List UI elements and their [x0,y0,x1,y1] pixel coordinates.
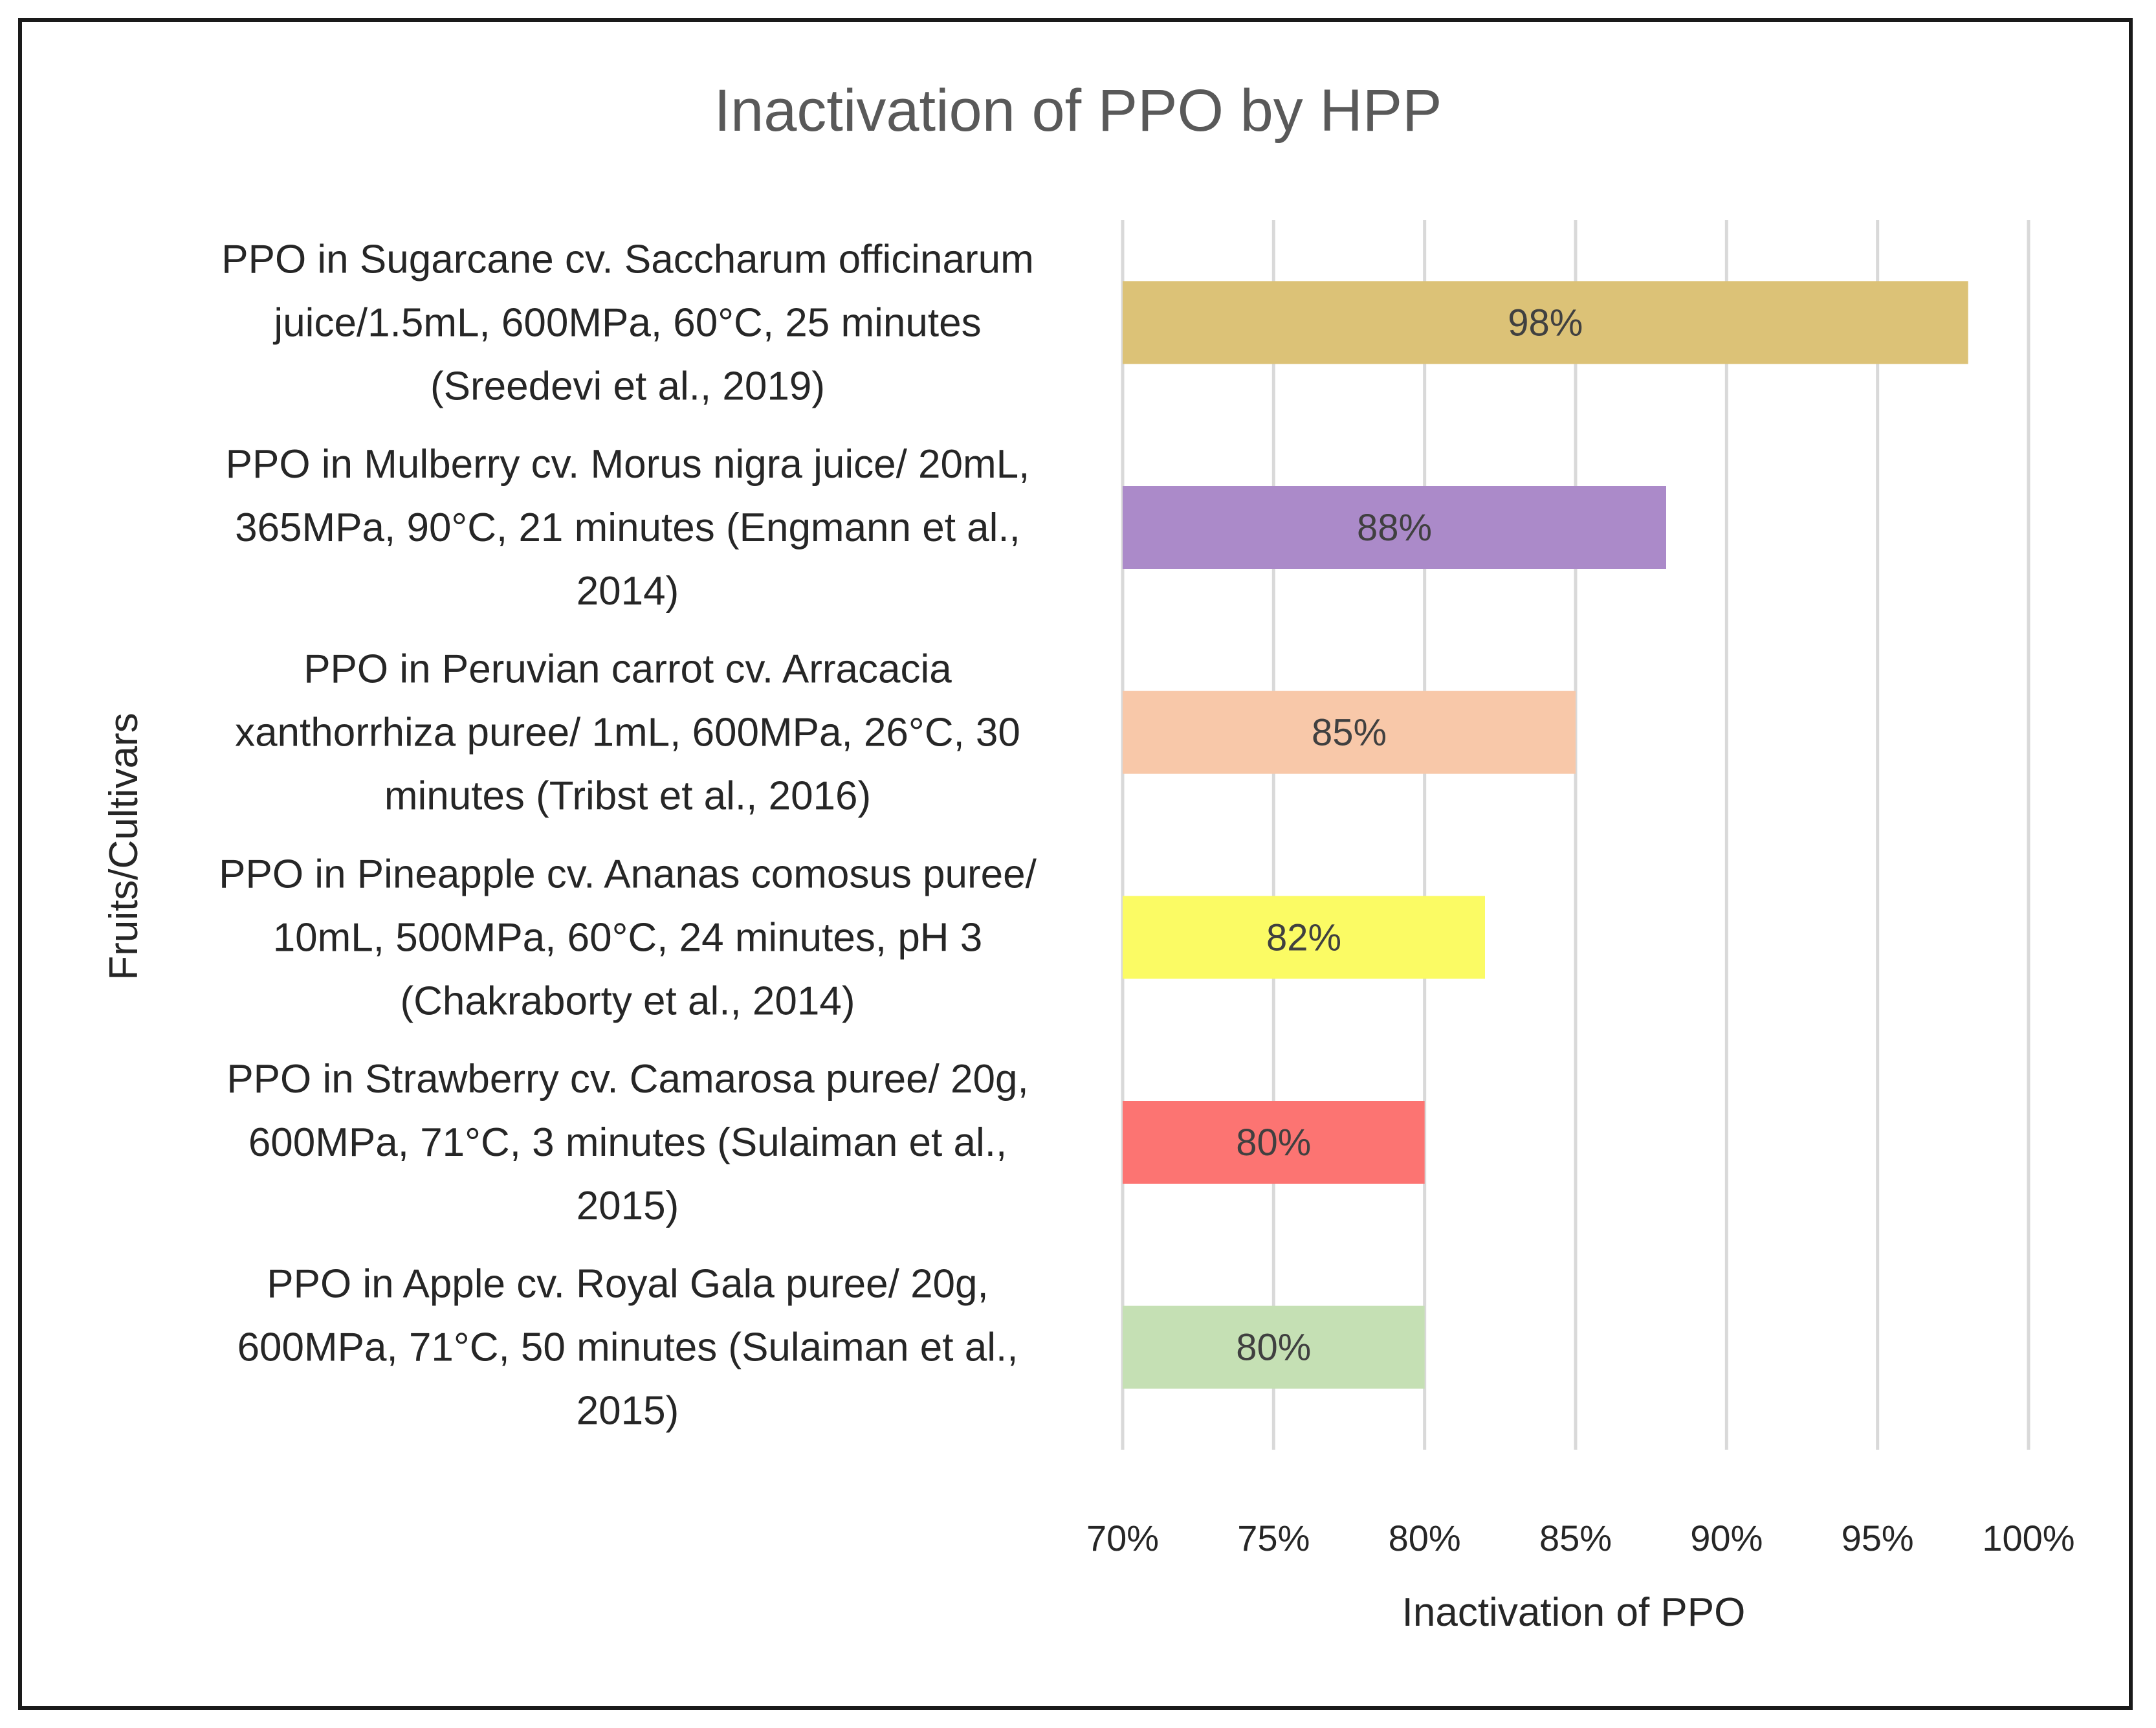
bar-data-label: 88% [1357,507,1432,549]
category-label-line: 600MPa, 71°C, 50 minutes (Sulaiman et al… [237,1325,1018,1370]
gridlines [1121,220,2030,1450]
x-tick-label: 75% [1237,1518,1310,1558]
chart-title: Inactivation of PPO by HPP [714,78,1442,144]
bar-data-label: 82% [1266,916,1341,958]
category-label-line: 10mL, 500MPa, 60°C, 24 minutes, pH 3 [273,915,983,960]
category-label: PPO in Pineapple cv. Ananas comosus pure… [219,852,1037,1023]
bars: 98% 88% 85% 82% 80% 80% [1123,281,1968,1389]
category-labels: PPO in Sugarcane cv. Saccharum officinar… [219,237,1037,1433]
category-label: PPO in Sugarcane cv. Saccharum officinar… [221,237,1034,408]
bar [1123,281,1968,364]
bar-data-label: 98% [1508,302,1583,344]
category-label-line: PPO in Apple cv. Royal Gala puree/ 20g, [267,1262,989,1307]
category-label-line: PPO in Peruvian carrot cv. Arracacia [303,647,952,692]
bar-data-label: 80% [1236,1122,1311,1164]
category-label-line: PPO in Sugarcane cv. Saccharum officinar… [221,237,1034,282]
category-label: PPO in Apple cv. Royal Gala puree/ 20g, 6… [237,1262,1018,1434]
x-tick-label: 80% [1389,1518,1461,1558]
x-tick-label: 90% [1690,1518,1763,1558]
bar [1123,1305,1425,1389]
category-label-line: 2015) [577,1184,679,1228]
x-axis-title: Inactivation of PPO [1402,1590,1746,1635]
category-label-line: PPO in Mulberry cv. Morus nigra juice/ 2… [226,442,1030,487]
bar-data-label: 85% [1312,712,1387,754]
x-tick-labels: 70% 75% 80% 85% 90% 95% 100% [1086,1518,2075,1558]
category-label-line: xanthorrhiza puree/ 1mL, 600MPa, 26°C, 3… [235,711,1020,755]
category-label-line: PPO in Strawberry cv. Camarosa puree/ 20… [226,1057,1028,1102]
bar [1123,896,1485,979]
bar-data-label: 80% [1236,1327,1311,1369]
category-label-line: juice/1.5mL, 600MPa, 60°C, 25 minutes [272,300,981,345]
bar [1123,691,1576,774]
x-tick-label: 70% [1086,1518,1159,1558]
y-axis-title: Fruits/Cultivars [102,713,146,980]
x-tick-label: 100% [1982,1518,2074,1558]
category-label-line: 600MPa, 71°C, 3 minutes (Sulaiman et al.… [248,1120,1007,1165]
category-label-line: (Sreedevi et al., 2019) [430,364,825,408]
category-label-line: 2014) [577,569,679,614]
category-label-line: (Chakraborty et al., 2014) [400,979,855,1023]
category-label: PPO in Mulberry cv. Morus nigra juice/ 2… [226,442,1030,614]
x-tick-label: 95% [1842,1518,1914,1558]
category-label-line: 365MPa, 90°C, 21 minutes (Engmann et al.… [235,505,1020,550]
bar [1123,1101,1425,1184]
category-label-line: PPO in Pineapple cv. Ananas comosus pure… [219,852,1037,896]
x-tick-label: 85% [1539,1518,1612,1558]
category-label-line: 2015) [577,1389,679,1434]
category-label: PPO in Peruvian carrot cv. Arracacia xant… [235,647,1020,819]
category-label: PPO in Strawberry cv. Camarosa puree/ 20… [226,1057,1028,1228]
category-label-line: minutes (Tribst et al., 2016) [384,774,871,819]
bar [1123,486,1666,569]
